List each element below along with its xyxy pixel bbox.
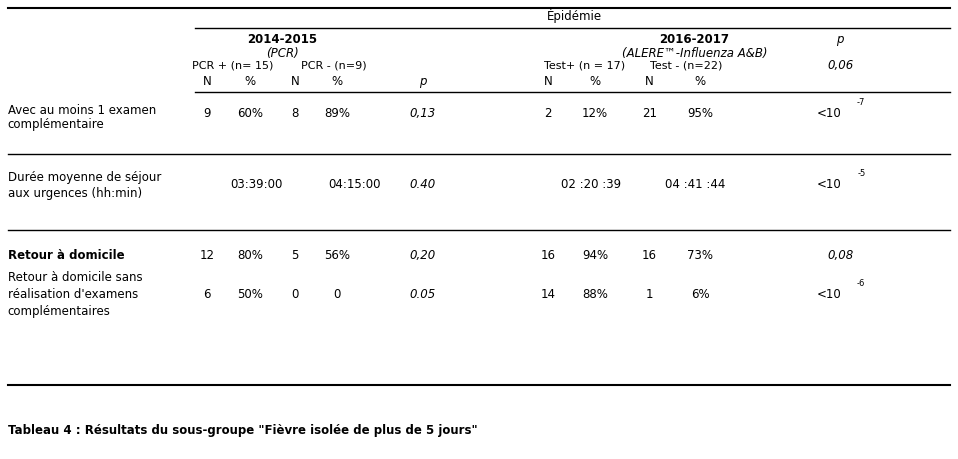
Text: 89%: 89% [324, 107, 351, 120]
Text: 12: 12 [199, 249, 215, 262]
Text: 0: 0 [291, 288, 299, 301]
Text: 9: 9 [203, 107, 211, 120]
Text: 8: 8 [291, 107, 299, 120]
Text: Tableau 4 : Résultats du sous-groupe "Fièvre isolée de plus de 5 jours": Tableau 4 : Résultats du sous-groupe "Fi… [8, 424, 477, 437]
Text: 16: 16 [540, 249, 556, 262]
Text: N: N [290, 75, 300, 88]
Text: réalisation d'examens: réalisation d'examens [8, 288, 138, 301]
Text: 0.05: 0.05 [409, 288, 436, 301]
Text: 80%: 80% [237, 249, 263, 262]
Text: Durée moyenne de séjour: Durée moyenne de séjour [8, 171, 161, 184]
Text: 2: 2 [544, 107, 552, 120]
Text: p: p [419, 75, 426, 88]
Text: N: N [543, 75, 553, 88]
Text: 2016-2017: 2016-2017 [659, 34, 730, 46]
Text: N: N [202, 75, 212, 88]
Text: 0,13: 0,13 [409, 107, 436, 120]
Text: Test - (n=22): Test - (n=22) [650, 61, 722, 71]
Text: 73%: 73% [687, 249, 714, 262]
Text: 0,06: 0,06 [827, 59, 854, 72]
Text: <10: <10 [816, 107, 841, 120]
Text: (PCR): (PCR) [266, 47, 299, 60]
Text: Retour à domicile: Retour à domicile [8, 249, 125, 262]
Text: 56%: 56% [324, 249, 351, 262]
Text: %: % [695, 75, 706, 88]
Text: Épidémie: Épidémie [547, 9, 603, 23]
Text: Test+ (n = 17): Test+ (n = 17) [544, 61, 625, 71]
Text: 21: 21 [642, 107, 657, 120]
Text: aux urgences (hh:min): aux urgences (hh:min) [8, 187, 142, 200]
Text: 0,08: 0,08 [827, 249, 854, 262]
Text: 88%: 88% [582, 288, 608, 301]
Text: 95%: 95% [687, 107, 714, 120]
Text: <10: <10 [816, 179, 841, 191]
Text: (ALERE™-Influenza A&B): (ALERE™-Influenza A&B) [622, 47, 767, 60]
Text: 6%: 6% [691, 288, 710, 301]
Text: Avec au moins 1 examen: Avec au moins 1 examen [8, 104, 156, 117]
Text: complémentaire: complémentaire [8, 118, 104, 131]
Text: PCR + (n= 15): PCR + (n= 15) [193, 61, 273, 71]
Text: 04 :41 :44: 04 :41 :44 [665, 179, 726, 191]
Text: <10: <10 [816, 288, 841, 301]
Text: complémentaires: complémentaires [8, 305, 110, 318]
Text: 6: 6 [203, 288, 211, 301]
Text: 02 :20 :39: 02 :20 :39 [561, 179, 621, 191]
Text: 5: 5 [291, 249, 299, 262]
Text: 16: 16 [642, 249, 657, 262]
Text: 14: 14 [540, 288, 556, 301]
Text: %: % [331, 75, 343, 88]
Text: -5: -5 [857, 169, 865, 178]
Text: 0,20: 0,20 [409, 249, 436, 262]
Text: PCR - (n=9): PCR - (n=9) [301, 61, 366, 71]
Text: p: p [836, 34, 844, 46]
Text: %: % [244, 75, 256, 88]
Text: Retour à domicile sans: Retour à domicile sans [8, 271, 143, 284]
Text: 0: 0 [333, 288, 341, 301]
Text: N: N [645, 75, 654, 88]
Text: 60%: 60% [237, 107, 263, 120]
Text: 1: 1 [646, 288, 653, 301]
Text: 50%: 50% [237, 288, 263, 301]
Text: 12%: 12% [582, 107, 608, 120]
Text: -6: -6 [857, 279, 865, 288]
Text: 04:15:00: 04:15:00 [329, 179, 380, 191]
Text: 03:39:00: 03:39:00 [231, 179, 283, 191]
Text: 2014-2015: 2014-2015 [247, 34, 318, 46]
Text: 94%: 94% [582, 249, 608, 262]
Text: 0.40: 0.40 [409, 179, 436, 191]
Text: %: % [589, 75, 601, 88]
Text: -7: -7 [857, 98, 865, 107]
